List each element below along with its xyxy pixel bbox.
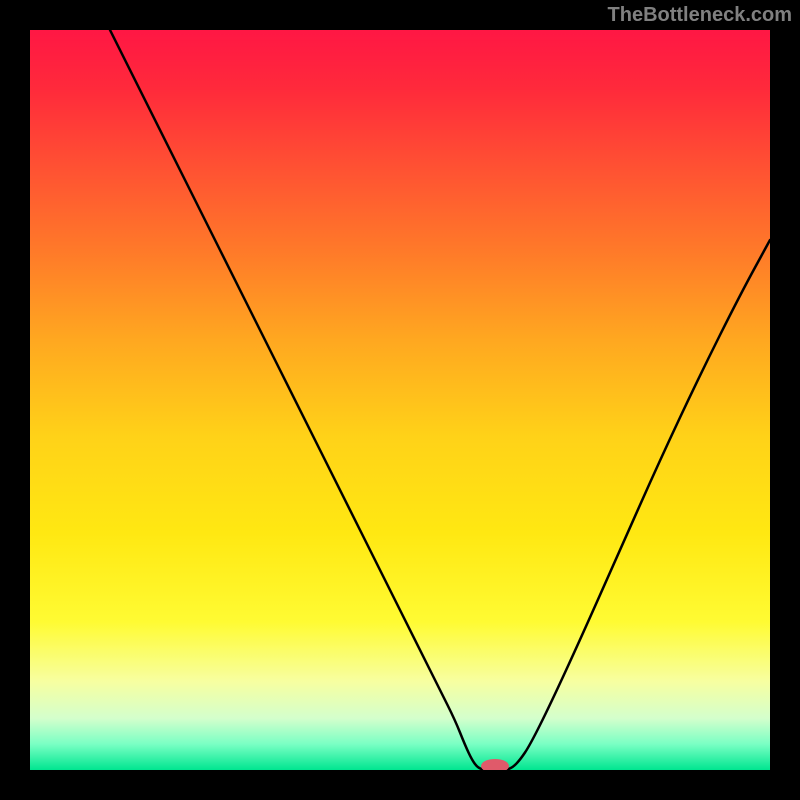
gradient-background xyxy=(30,30,770,770)
bottleneck-chart xyxy=(30,30,770,770)
watermark-text: TheBottleneck.com xyxy=(608,4,792,27)
chart-svg xyxy=(30,30,770,770)
